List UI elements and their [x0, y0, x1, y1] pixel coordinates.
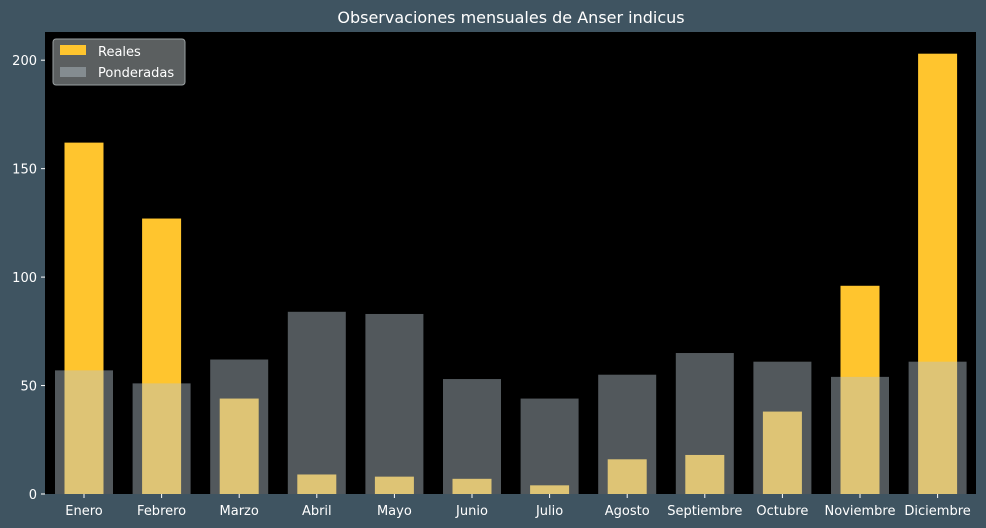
- bar-reales-noviembre: [840, 285, 880, 494]
- x-tick-label: Octubre: [756, 504, 808, 519]
- y-tick-label: 150: [12, 163, 37, 178]
- bar-ponderadas-diciembre: [908, 361, 967, 494]
- x-tick-label: Noviembre: [825, 504, 896, 519]
- bar-reales-febrero: [142, 218, 182, 494]
- x-tick-label: Marzo: [220, 504, 259, 519]
- bars-reales: [64, 53, 958, 495]
- bar-ponderadas-enero: [55, 370, 113, 494]
- x-tick-label: Agosto: [605, 504, 650, 519]
- legend-swatch-ponderadas: [60, 67, 86, 77]
- bar-ponderadas-junio: [443, 379, 501, 494]
- bar-ponderadas-abril: [287, 311, 346, 494]
- bar-reales-mayo: [374, 476, 414, 494]
- y-tick-label: 0: [29, 488, 37, 503]
- legend: Reales Ponderadas: [52, 38, 186, 86]
- bar-reales-octubre: [762, 411, 802, 494]
- y-tick-label: 50: [20, 380, 37, 395]
- bar-ponderadas-octubre: [753, 361, 812, 494]
- legend-label-reales: Reales: [98, 45, 141, 60]
- chart-title: Observaciones mensuales de Anser indicus: [337, 8, 684, 27]
- bar-reales-septiembre: [685, 454, 725, 494]
- x-tick-label: Diciembre: [904, 504, 970, 519]
- x-tick-label: Junio: [455, 504, 488, 519]
- bar-reales-abril: [297, 474, 337, 494]
- bars-ponderadas: [55, 311, 967, 494]
- bar-ponderadas-mayo: [365, 313, 424, 494]
- bar-reales-diciembre: [918, 53, 958, 495]
- y-tick-label: 100: [12, 271, 37, 286]
- y-axis: 0 50 100 150 200: [12, 54, 45, 503]
- x-tick-label: Febrero: [137, 504, 186, 519]
- x-axis: Enero Febrero Marzo Abril Mayo Junio Julio Agos…: [65, 494, 971, 519]
- bar-ponderadas-septiembre: [675, 353, 734, 494]
- bar-reales-julio: [530, 485, 570, 494]
- x-tick-label: Mayo: [377, 504, 412, 519]
- bar-ponderadas-agosto: [598, 374, 657, 494]
- bar-ponderadas-marzo: [210, 359, 269, 494]
- x-tick-label: Abril: [302, 504, 332, 519]
- y-tick-label: 200: [12, 54, 37, 69]
- bar-reales-marzo: [219, 398, 259, 494]
- bar-reales-junio: [452, 478, 492, 494]
- x-tick-label: Julio: [535, 504, 563, 519]
- bar-ponderadas-noviembre: [831, 376, 889, 494]
- x-tick-label: Enero: [65, 504, 103, 519]
- legend-label-ponderadas: Ponderadas: [98, 66, 174, 81]
- x-tick-label: Septiembre: [667, 504, 742, 519]
- bar-ponderadas-febrero: [132, 383, 191, 494]
- bar-reales-agosto: [607, 459, 647, 494]
- legend-swatch-reales: [60, 45, 86, 55]
- bar-ponderadas-julio: [520, 398, 579, 494]
- plot-area: [45, 32, 976, 494]
- bar-reales-enero: [64, 142, 104, 494]
